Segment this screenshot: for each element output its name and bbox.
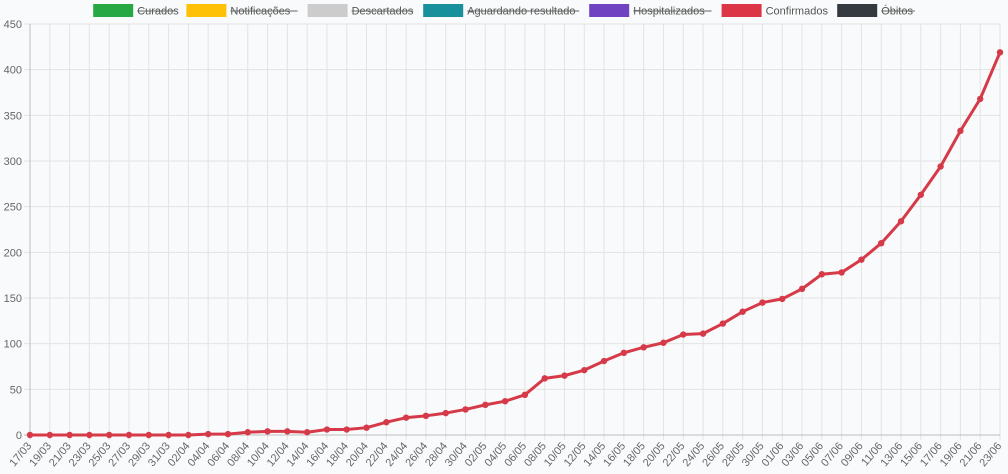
x-tick-label: 09/06 bbox=[839, 440, 866, 469]
legend-item-descartados[interactable]: Descartados bbox=[307, 4, 414, 18]
data-point[interactable] bbox=[442, 409, 449, 417]
legend-label: Confirmados bbox=[766, 6, 829, 18]
data-point[interactable] bbox=[818, 271, 826, 278]
data-point[interactable] bbox=[284, 428, 291, 435]
x-gridlines bbox=[29, 24, 1001, 440]
data-point[interactable] bbox=[858, 256, 865, 263]
data-point[interactable] bbox=[105, 431, 113, 439]
legend-item-notificacoes[interactable]: Notificações bbox=[186, 4, 298, 18]
data-point[interactable] bbox=[581, 366, 588, 374]
data-point[interactable] bbox=[917, 191, 925, 198]
data-point[interactable] bbox=[204, 430, 212, 438]
data-point[interactable] bbox=[620, 349, 628, 356]
legend-swatch bbox=[307, 4, 348, 17]
data-point[interactable] bbox=[699, 330, 707, 337]
data-point[interactable] bbox=[501, 398, 509, 405]
data-point[interactable] bbox=[165, 431, 172, 439]
data-point[interactable] bbox=[363, 424, 370, 431]
data-point[interactable] bbox=[462, 406, 469, 413]
x-axis-ticks: 17/0319/0321/0323/0325/0327/0329/0331/03… bbox=[7, 440, 1004, 469]
legend-item-obitos[interactable]: Óbitos bbox=[837, 4, 915, 18]
legend-item-aguardando-resultado[interactable]: Aguardando resultado bbox=[423, 4, 580, 18]
data-point[interactable] bbox=[521, 391, 529, 399]
data-point[interactable] bbox=[343, 426, 350, 433]
data-point[interactable] bbox=[838, 269, 845, 276]
data-point[interactable] bbox=[541, 375, 548, 382]
legend-swatch bbox=[721, 4, 762, 17]
data-point[interactable] bbox=[878, 240, 885, 247]
y-tick-label: 300 bbox=[4, 156, 22, 168]
data-point[interactable] bbox=[719, 320, 727, 327]
data-point[interactable] bbox=[26, 431, 34, 439]
data-point[interactable] bbox=[383, 419, 390, 426]
y-gridlines bbox=[24, 23, 1000, 390]
data-point[interactable] bbox=[660, 339, 667, 346]
y-tick-label: 150 bbox=[4, 293, 22, 305]
y-tick-label: 250 bbox=[4, 202, 22, 214]
data-point[interactable] bbox=[897, 218, 905, 225]
data-point[interactable] bbox=[779, 295, 786, 303]
series-line bbox=[28, 50, 1002, 437]
data-point[interactable] bbox=[759, 299, 766, 306]
x-tick-label: 23/06 bbox=[977, 440, 1004, 469]
legend-swatch bbox=[837, 4, 878, 17]
y-tick-label: 200 bbox=[4, 247, 22, 259]
y-axis-ticks: 0 50 100 150 200 250 300 350 400 450 bbox=[4, 19, 22, 442]
legend-item-hospitalizados[interactable]: Hospitalizados bbox=[589, 4, 712, 18]
data-point[interactable] bbox=[561, 372, 568, 379]
y-tick-label: 350 bbox=[4, 110, 22, 122]
data-point[interactable] bbox=[224, 430, 232, 438]
y-tick-label: 450 bbox=[4, 19, 22, 31]
data-point[interactable] bbox=[798, 285, 806, 293]
y-tick-label: 100 bbox=[4, 339, 22, 351]
data-point[interactable] bbox=[640, 344, 647, 351]
legend-item-confirmados[interactable]: Confirmados bbox=[721, 4, 829, 18]
data-point[interactable] bbox=[264, 428, 271, 435]
data-point[interactable] bbox=[977, 95, 984, 103]
data-point[interactable] bbox=[46, 431, 53, 439]
y-tick-label: 50 bbox=[10, 384, 22, 396]
data-point[interactable] bbox=[66, 431, 73, 439]
legend-swatch bbox=[93, 4, 134, 17]
data-point[interactable] bbox=[402, 414, 410, 421]
data-point[interactable] bbox=[185, 431, 192, 439]
data-point[interactable] bbox=[86, 431, 93, 439]
legend-swatch bbox=[186, 4, 227, 17]
data-point[interactable] bbox=[303, 429, 311, 436]
legend-item-curados[interactable]: Curados bbox=[93, 4, 179, 18]
data-point[interactable] bbox=[422, 412, 430, 420]
axes bbox=[24, 24, 1000, 436]
data-point[interactable] bbox=[145, 431, 152, 439]
legend-swatch bbox=[589, 4, 630, 17]
data-point[interactable] bbox=[244, 429, 251, 436]
legend-swatch bbox=[423, 4, 464, 17]
legend: Curados Notificações Descartados Aguardando… bbox=[93, 4, 915, 18]
data-point[interactable] bbox=[739, 308, 746, 315]
data-point[interactable] bbox=[323, 426, 331, 433]
data-point[interactable] bbox=[957, 127, 964, 135]
series-confirmados bbox=[26, 49, 1004, 439]
y-tick-label: 400 bbox=[4, 65, 22, 77]
data-point[interactable] bbox=[125, 431, 133, 439]
y-tick-label: 0 bbox=[16, 430, 22, 442]
data-point[interactable] bbox=[996, 49, 1004, 56]
data-point[interactable] bbox=[680, 331, 687, 338]
data-point[interactable] bbox=[600, 357, 608, 365]
data-point[interactable] bbox=[482, 401, 489, 409]
data-point[interactable] bbox=[937, 163, 944, 170]
